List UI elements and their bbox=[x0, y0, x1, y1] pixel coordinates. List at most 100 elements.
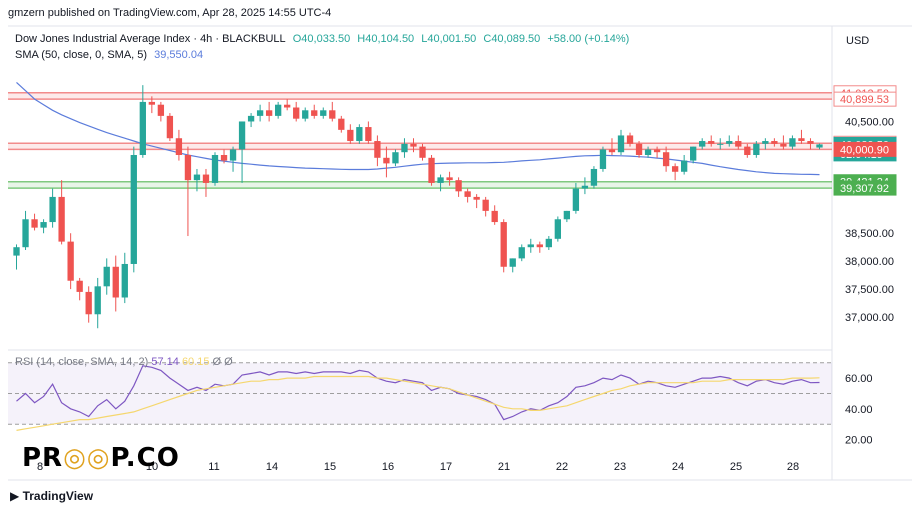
price-tick-1: 37,500.00 bbox=[845, 284, 894, 296]
price-tick-0: 37,000.00 bbox=[845, 312, 894, 324]
candle-body-56 bbox=[518, 247, 525, 259]
candle-body-84 bbox=[771, 141, 778, 144]
candle-body-80 bbox=[735, 141, 742, 147]
candle-body-63 bbox=[581, 185, 589, 189]
candle-body-68 bbox=[626, 135, 634, 144]
candle-body-62 bbox=[572, 188, 580, 211]
time-tick-5: 16 bbox=[382, 461, 394, 473]
time-tick-3: 14 bbox=[266, 461, 278, 473]
time-tick-6: 17 bbox=[440, 461, 452, 473]
candle-body-42 bbox=[392, 152, 399, 164]
published-header: gmzern published on TradingView.com, Apr… bbox=[8, 7, 332, 19]
sma-label[interactable]: SMA (50, close, 0, SMA, 5) bbox=[15, 49, 148, 61]
candle-body-69 bbox=[635, 143, 643, 155]
candle-body-61 bbox=[563, 210, 571, 220]
candle-body-37 bbox=[347, 129, 354, 142]
candle-body-85 bbox=[780, 143, 787, 147]
candle-body-24 bbox=[229, 149, 237, 161]
candle-body-4 bbox=[49, 196, 56, 223]
candle-body-87 bbox=[798, 138, 805, 142]
symbol-name[interactable]: Dow Jones Industrial Average Index · 4h … bbox=[15, 33, 286, 45]
brand-right: P.CO bbox=[110, 443, 180, 473]
candle-body-79 bbox=[726, 141, 733, 144]
candle-body-66 bbox=[608, 149, 616, 153]
candle-body-29 bbox=[274, 104, 282, 116]
candle-body-22 bbox=[211, 155, 219, 183]
price-label-5: 40,000.90 bbox=[840, 144, 889, 156]
candle-body-50 bbox=[464, 191, 471, 197]
rsi-sma-line bbox=[16, 375, 820, 431]
rsi-legend-extra: Ø Ø bbox=[212, 356, 233, 368]
time-tick-7: 21 bbox=[498, 461, 510, 473]
rsi-tick-1: 40.00 bbox=[845, 404, 873, 416]
candle-body-12 bbox=[121, 263, 128, 298]
candle-body-34 bbox=[320, 110, 327, 116]
candle-body-41 bbox=[383, 157, 390, 164]
time-tick-10: 24 bbox=[672, 461, 684, 473]
candle-body-57 bbox=[527, 244, 534, 248]
candle-body-70 bbox=[644, 149, 652, 155]
ohlc-high: H40,104.50 bbox=[357, 33, 415, 45]
candle-body-17 bbox=[166, 115, 174, 139]
candle-body-13 bbox=[130, 155, 137, 264]
candle-body-6 bbox=[67, 241, 74, 281]
candle-body-31 bbox=[293, 107, 300, 119]
candle-body-60 bbox=[554, 219, 562, 239]
candle-body-28 bbox=[265, 110, 273, 116]
candle-body-0 bbox=[13, 247, 20, 256]
time-tick-1: 10 bbox=[146, 461, 158, 473]
zone-0 bbox=[8, 92, 832, 100]
candle-body-78 bbox=[717, 143, 724, 145]
candle-body-33 bbox=[311, 110, 318, 116]
brand-left: PR bbox=[22, 443, 64, 473]
candle-body-54 bbox=[500, 222, 507, 267]
rsi-legend-label[interactable]: RSI (14, close, SMA, 14, 2) bbox=[15, 356, 149, 368]
candle-body-71 bbox=[653, 149, 661, 153]
candle-body-9 bbox=[94, 286, 101, 315]
currency-label[interactable]: USD bbox=[846, 35, 870, 47]
candle-body-14 bbox=[139, 101, 146, 155]
candle-body-75 bbox=[690, 146, 697, 161]
tradingview-label: TradingView bbox=[22, 489, 94, 503]
candle-body-19 bbox=[184, 155, 192, 181]
candle-body-45 bbox=[419, 146, 426, 158]
candle-body-52 bbox=[482, 199, 489, 211]
candle-body-2 bbox=[31, 219, 38, 228]
candle-body-21 bbox=[202, 174, 210, 183]
rsi-legend: RSI (14, close, SMA, 14, 2) 57.14 60.15 … bbox=[15, 356, 233, 368]
candle-body-74 bbox=[680, 160, 688, 172]
ohlc-open: O40,033.50 bbox=[292, 33, 351, 45]
candle-body-3 bbox=[40, 222, 47, 228]
candle-body-10 bbox=[103, 266, 110, 287]
candle-body-82 bbox=[753, 143, 760, 155]
time-tick-11: 25 bbox=[730, 461, 742, 473]
candle-body-26 bbox=[247, 115, 255, 122]
candle-body-8 bbox=[85, 291, 92, 315]
ohlc-close: C40,089.50 bbox=[483, 33, 541, 45]
candle-body-86 bbox=[789, 138, 796, 147]
candle-body-59 bbox=[545, 238, 552, 248]
candle-body-77 bbox=[708, 141, 715, 144]
candle-body-20 bbox=[193, 174, 201, 181]
brand-watermark: PR◎◎P.CO bbox=[22, 443, 180, 473]
candle-body-88 bbox=[807, 141, 814, 144]
candle-body-81 bbox=[744, 146, 751, 155]
rsi-legend-sma-value: 60.15 bbox=[181, 356, 210, 368]
zone-2 bbox=[8, 181, 832, 189]
candle-body-58 bbox=[536, 244, 543, 248]
tradingview-logo[interactable]: ▶ TradingView bbox=[10, 489, 93, 503]
time-tick-2: 11 bbox=[208, 461, 219, 473]
rsi-line bbox=[16, 365, 820, 421]
brand-glasses-icon: ◎◎ bbox=[63, 443, 111, 473]
candle-body-36 bbox=[338, 118, 345, 130]
rsi-tick-0: 60.00 bbox=[845, 373, 873, 385]
candle-body-83 bbox=[762, 141, 769, 144]
sma-legend: SMA (50, close, 0, SMA, 5) 39,550.04 bbox=[15, 49, 207, 61]
candle-body-46 bbox=[428, 157, 435, 183]
price-label-box-7 bbox=[833, 180, 897, 196]
ohlc-low: L40,001.50 bbox=[421, 33, 477, 45]
candle-body-11 bbox=[112, 266, 119, 298]
tradingview-icon: ▶ bbox=[10, 489, 20, 503]
candle-body-35 bbox=[329, 110, 336, 119]
